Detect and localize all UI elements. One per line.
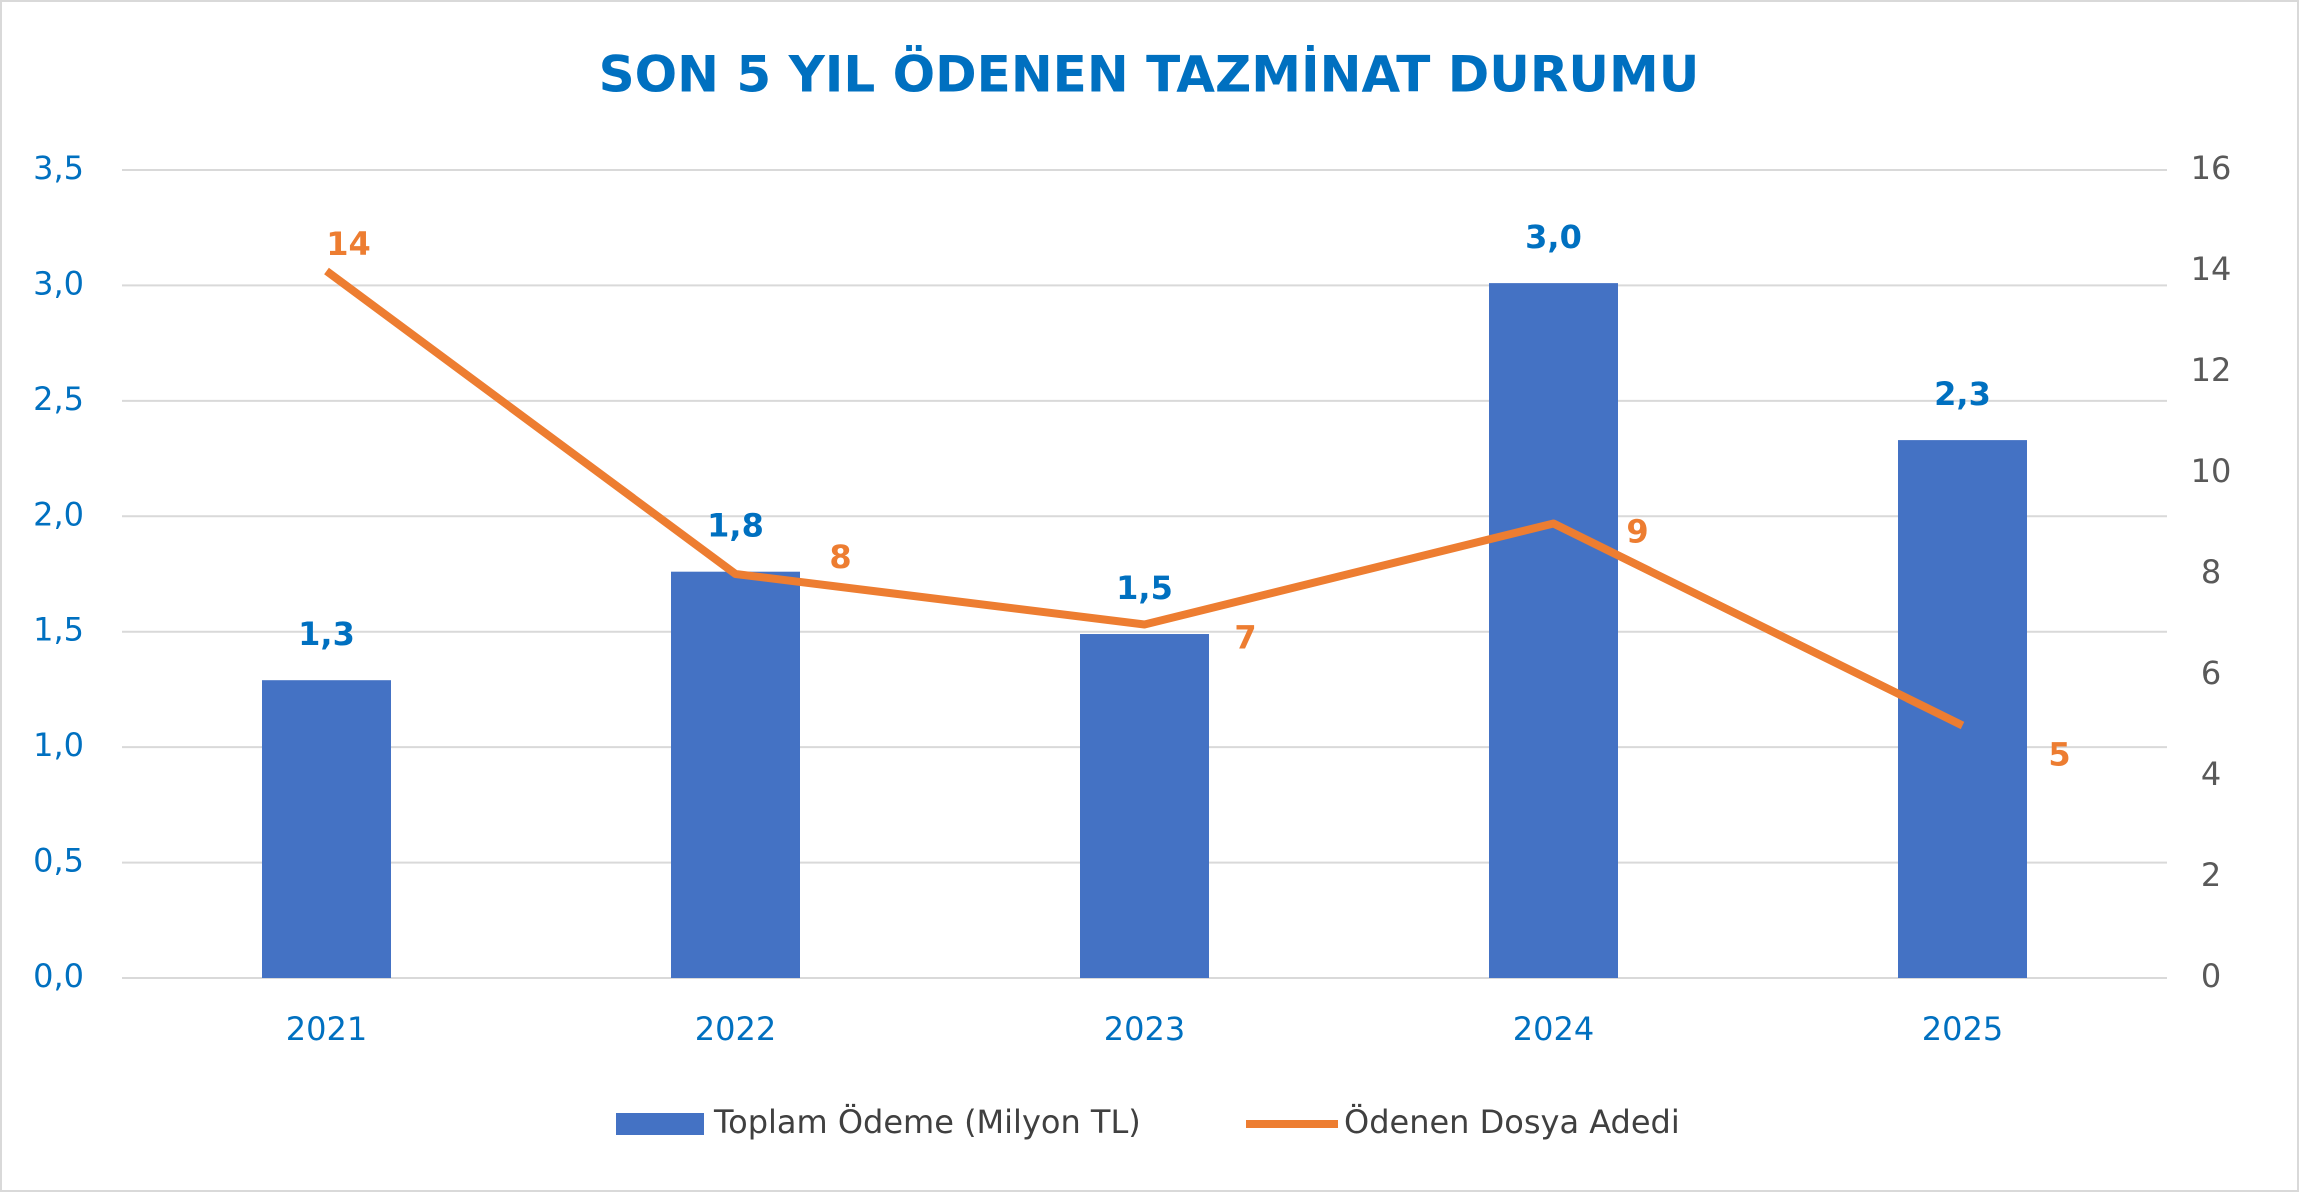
line-value-label: 5	[2048, 736, 2070, 774]
y2-tick-label: 4	[2201, 755, 2221, 793]
bar-value-label: 3,0	[1525, 218, 1582, 256]
y2-tick-label: 16	[2191, 149, 2232, 187]
x-tick-label: 2025	[1922, 1010, 2003, 1048]
chart-title: SON 5 YIL ÖDENEN TAZMİNAT DURUMU	[599, 45, 1700, 104]
y2-tick-label: 8	[2201, 553, 2221, 591]
bar	[1898, 440, 2027, 978]
x-tick-label: 2022	[695, 1010, 776, 1048]
bar	[262, 680, 391, 978]
y-tick-label: 3,5	[33, 149, 84, 187]
x-tick-label: 2024	[1513, 1010, 1594, 1048]
bar-value-label: 2,3	[1934, 375, 1991, 413]
y2-tick-label: 12	[2191, 351, 2232, 389]
legend-label: Toplam Ödeme (Milyon TL)	[713, 1103, 1141, 1141]
line-value-label: 9	[1626, 513, 1648, 551]
y-tick-label: 1,5	[33, 611, 84, 649]
bar-value-label: 1,3	[298, 615, 355, 653]
bar	[1489, 283, 1618, 978]
y-tick-label: 2,5	[33, 380, 84, 418]
y2-tick-label: 10	[2191, 452, 2232, 490]
y2-tick-label: 6	[2201, 654, 2221, 692]
line	[324, 267, 1965, 730]
y2-tick-label: 0	[2201, 957, 2221, 995]
line-value-label: 7	[1234, 619, 1256, 657]
y-tick-label: 3,0	[33, 264, 84, 302]
bar-value-label: 1,8	[707, 507, 764, 545]
y-tick-label: 0,0	[33, 957, 84, 995]
line-value-label: 8	[829, 538, 851, 576]
legend-label: Ödenen Dosya Adedi	[1344, 1103, 1680, 1141]
y2-tick-label: 2	[2201, 856, 2221, 894]
x-tick-label: 2023	[1104, 1010, 1185, 1048]
y-tick-label: 2,0	[33, 495, 84, 533]
y2-tick-label: 14	[2191, 250, 2232, 288]
y-tick-label: 1,0	[33, 726, 84, 764]
line-value-label: 14	[326, 225, 371, 263]
x-tick-label: 2021	[286, 1010, 367, 1048]
bar	[671, 571, 800, 978]
bar-value-label: 1,5	[1116, 569, 1173, 607]
legend-swatch	[616, 1113, 704, 1135]
bar	[1080, 634, 1209, 978]
y-tick-label: 0,5	[33, 842, 84, 880]
